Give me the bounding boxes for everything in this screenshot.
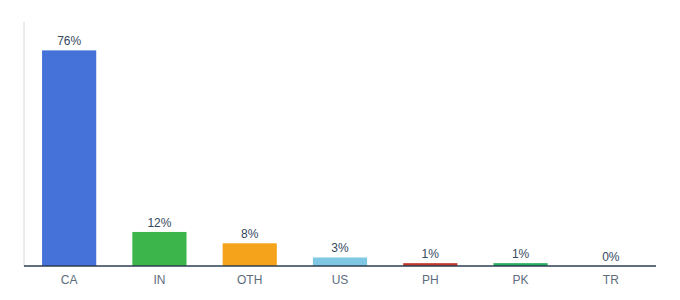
chart: 76% 12% 8% 3% 1% 1% 0% CA IN OTH US PH PK TR xyxy=(0,0,680,300)
bar xyxy=(42,50,96,266)
bar xyxy=(223,243,277,266)
data-label: 12% xyxy=(147,216,171,230)
x-tick-label: PK xyxy=(513,273,529,287)
x-tick-label: TR xyxy=(603,273,619,287)
data-label: 0% xyxy=(602,250,620,264)
y-axis-line xyxy=(24,22,25,266)
data-label: 8% xyxy=(241,227,259,241)
x-tick-label: OTH xyxy=(237,273,262,287)
x-axis-line xyxy=(24,265,656,267)
bar xyxy=(132,232,186,266)
x-tick-label: CA xyxy=(61,273,78,287)
x-tick-label: US xyxy=(332,273,349,287)
data-label: 76% xyxy=(57,34,81,48)
chart-container: 76% 12% 8% 3% 1% 1% 0% CA IN OTH US PH PK TR xyxy=(0,0,680,300)
data-label: 1% xyxy=(512,247,530,261)
x-tick-label: PH xyxy=(422,273,439,287)
x-tick-label: IN xyxy=(153,273,165,287)
bars xyxy=(42,50,548,266)
data-label: 3% xyxy=(331,241,349,255)
bar xyxy=(313,257,367,266)
data-label: 1% xyxy=(422,247,440,261)
